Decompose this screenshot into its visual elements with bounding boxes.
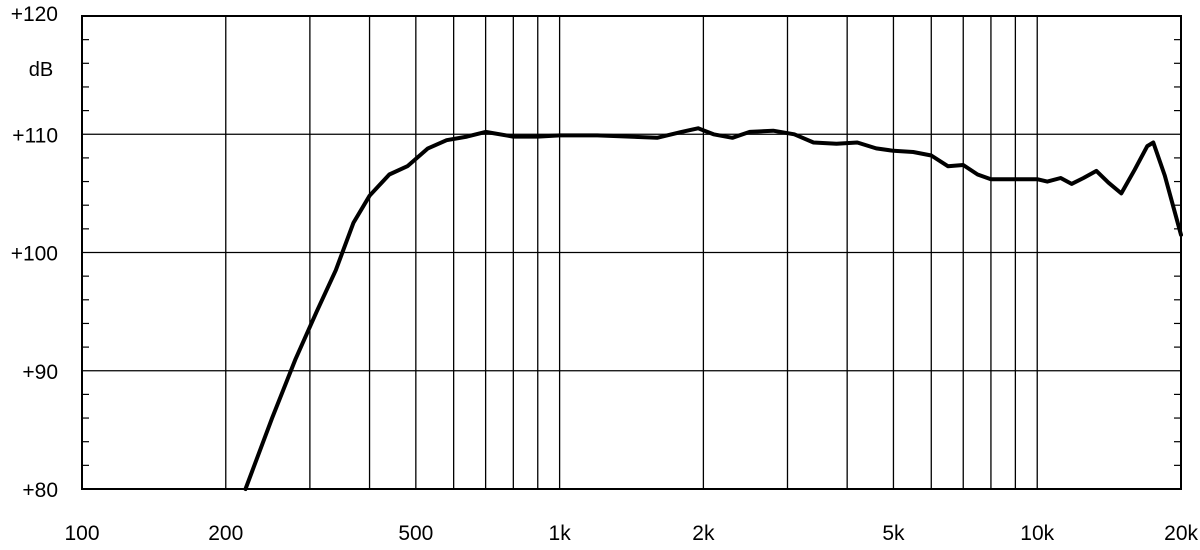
y-tick-label: +80 — [22, 479, 58, 502]
axis-minor-ticks — [82, 39, 1181, 466]
x-tick-label: 100 — [64, 522, 99, 545]
x-tick-label: 10k — [1020, 522, 1054, 545]
x-tick-label: 500 — [398, 522, 433, 545]
x-axis-tick-labels: 100 200 500 1k 2k 5k 10k 20k — [64, 522, 1198, 545]
y-tick-label: +110 — [12, 124, 58, 147]
y-axis-tick-labels: +80 +90 +100 +110 +120 — [11, 3, 58, 502]
y-tick-label: +90 — [22, 361, 58, 384]
y-axis-unit-label: dB — [29, 59, 53, 81]
grid — [82, 15, 1182, 490]
x-tick-label: 2k — [692, 522, 715, 545]
y-tick-label: +120 — [11, 3, 58, 26]
x-tick-label: 1k — [549, 522, 572, 545]
plot-frame — [81, 15, 1182, 490]
x-tick-label: 200 — [208, 522, 243, 545]
x-tick-label: 5k — [882, 522, 905, 545]
y-tick-label: +100 — [11, 243, 58, 266]
x-tick-label: 20k — [1164, 522, 1198, 545]
frequency-response-line — [243, 126, 1183, 491]
